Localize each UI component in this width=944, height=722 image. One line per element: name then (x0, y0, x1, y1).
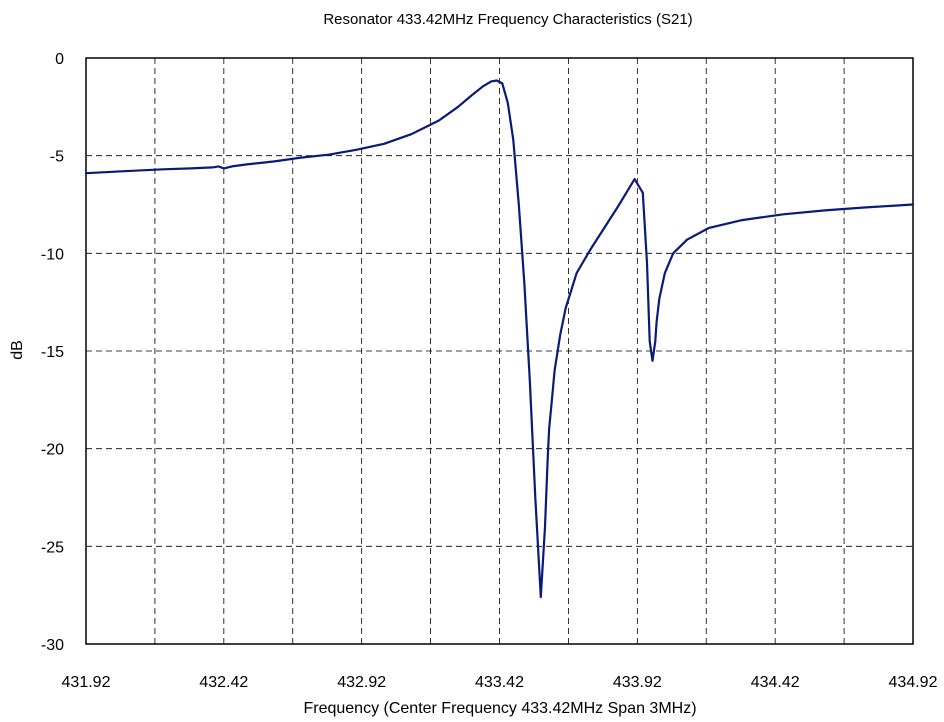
x-tick-label: 433.92 (613, 674, 662, 691)
x-tick-label: 434.42 (751, 674, 800, 691)
y-tick-label: -25 (41, 539, 64, 556)
y-tick-label: -10 (41, 246, 64, 263)
x-tick-label: 431.92 (62, 674, 111, 691)
x-tick-label: 434.92 (889, 674, 938, 691)
y-tick-label: -5 (50, 149, 64, 166)
chart-title: Resonator 433.42MHz Frequency Characteri… (323, 11, 692, 28)
series-layer (84, 79, 915, 599)
y-axis-label: dB (9, 340, 26, 360)
y-tick-label: 0 (55, 51, 64, 68)
x-tick-label: 433.42 (475, 674, 524, 691)
plot-area (85, 57, 914, 645)
y-tick-label: -30 (41, 637, 64, 654)
x-tick-labels: 431.92 432.42 432.92 433.42 433.92 434.42 434.… (62, 674, 938, 691)
y-tick-label: -20 (41, 442, 64, 459)
y-tick-label: -15 (41, 344, 64, 361)
x-axis-label: Frequency (Center Frequency 433.42MHz Sp… (303, 700, 696, 717)
x-tick-label: 432.92 (337, 674, 386, 691)
grid (86, 58, 913, 644)
x-tick-label: 432.42 (199, 674, 248, 691)
series-line (84, 79, 915, 599)
y-tick-labels: 0 -5 -10 -15 -20 -25 -30 (41, 51, 64, 654)
